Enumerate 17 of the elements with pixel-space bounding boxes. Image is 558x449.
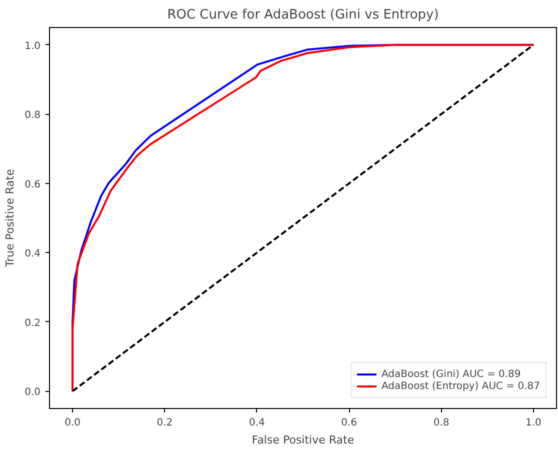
x-tick-label: 1.0 (526, 418, 542, 428)
x-tick-label: 0.8 (433, 418, 450, 428)
y-tick-label: 0.2 (24, 318, 41, 329)
legend-label: AdaBoost (Entropy) AUC = 0.87 (381, 380, 540, 392)
y-tick-label: 0.4 (24, 248, 41, 260)
y-tick-label: 0.0 (24, 387, 41, 398)
x-axis-title: False Positive Rate (252, 434, 354, 446)
y-tick-label: 0.8 (24, 110, 41, 122)
y-axis-title: True Positive Rate (4, 168, 17, 268)
legend-label: AdaBoost (Gini) AUC = 0.89 (381, 368, 521, 380)
x-tick-label: 0.4 (248, 418, 265, 428)
y-tick-label: 1.0 (24, 40, 41, 52)
chart-title: ROC Curve for AdaBoost (Gini vs Entropy) (167, 8, 439, 22)
y-tick-label: 0.6 (24, 179, 41, 190)
x-tick-label: 0.6 (341, 418, 358, 428)
x-tick-label: 0.0 (64, 418, 80, 428)
x-tick-label: 0.2 (156, 418, 173, 428)
